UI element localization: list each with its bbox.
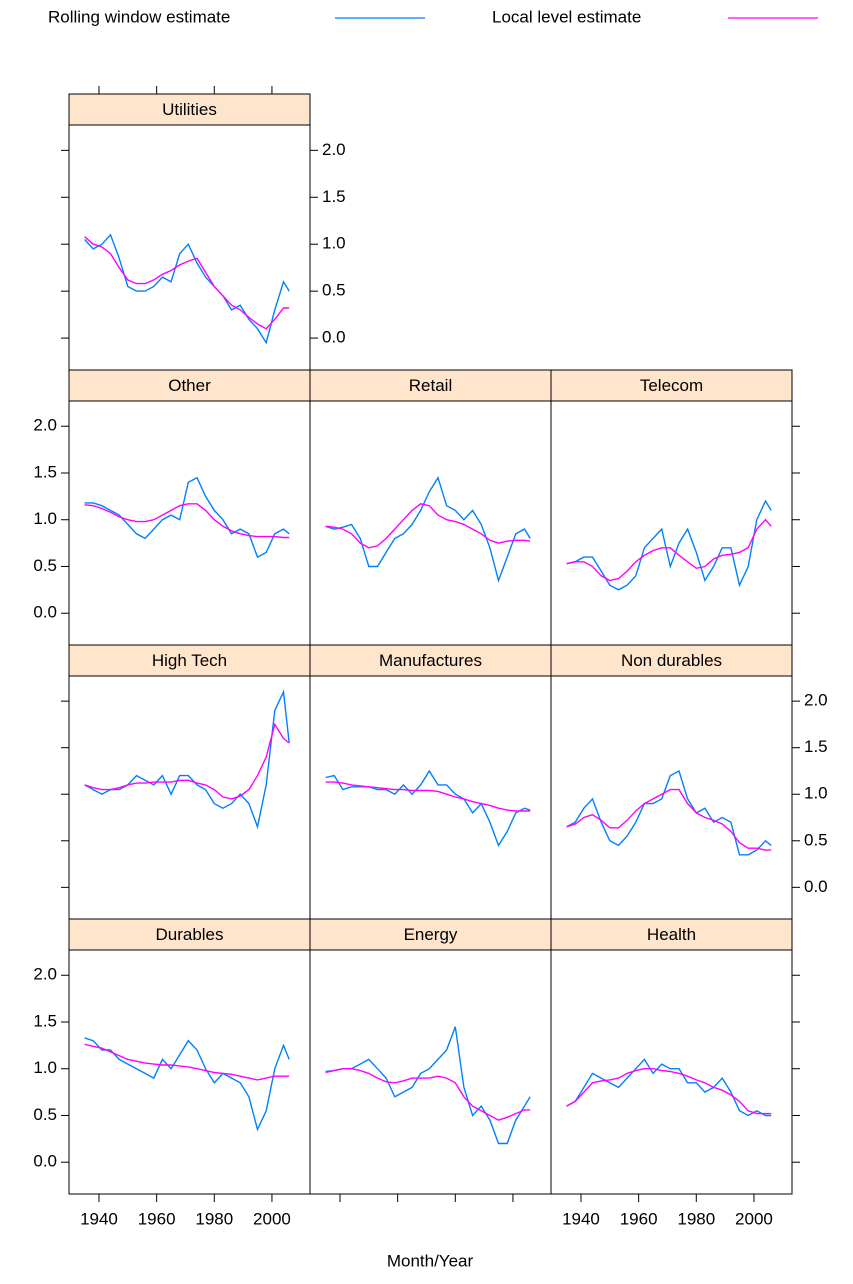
strip: [309, 369, 552, 402]
panel-title: High Tech: [152, 651, 227, 670]
y-tick-label: 2.0: [322, 140, 346, 159]
y-tick-label: 1.5: [33, 1011, 57, 1030]
legend-label: Rolling window estimate: [48, 7, 230, 26]
x-tick-label: 1940: [562, 1209, 600, 1228]
panel-frame: [309, 949, 552, 1195]
y-tick-label: 0.0: [33, 1152, 57, 1171]
y-tick-label: 0.5: [33, 556, 57, 575]
line: [84, 1037, 290, 1132]
y-tick-label: 0.0: [804, 877, 828, 896]
x-tick-label: 2000: [735, 1209, 773, 1228]
line: [566, 1058, 772, 1117]
panel-title: Manufactures: [379, 651, 482, 670]
line: [84, 1043, 290, 1081]
x-axis-label: Month/Year: [387, 1251, 474, 1270]
line: [325, 1068, 531, 1121]
y-tick-label: 2.0: [33, 965, 57, 984]
x-tick-label: 1940: [80, 1209, 118, 1228]
panel-frame: [309, 400, 552, 646]
panel-title: Non durables: [621, 651, 722, 670]
strip: [68, 93, 311, 126]
line: [566, 1068, 772, 1115]
x-tick-label: 1980: [195, 1209, 233, 1228]
line: [84, 233, 290, 345]
line: [566, 499, 772, 591]
line: [84, 236, 290, 330]
strip: [550, 644, 793, 677]
strip: [550, 369, 793, 402]
y-tick-label: 0.0: [33, 603, 57, 622]
panel-title: Health: [647, 925, 696, 944]
x-tick-label: 2000: [253, 1209, 291, 1228]
strip: [68, 369, 311, 402]
panel-title: Utilities: [162, 100, 217, 119]
panel-frame: [550, 675, 793, 920]
y-tick-label: 0.5: [322, 281, 346, 300]
line: [84, 503, 290, 539]
panel-frame: [68, 400, 311, 646]
y-tick-label: 0.5: [33, 1105, 57, 1124]
line: [84, 476, 290, 559]
strip: [309, 644, 552, 677]
panel-title: Retail: [409, 376, 452, 395]
panel-title: Telecom: [640, 376, 703, 395]
x-tick-label: 1980: [677, 1209, 715, 1228]
y-tick-label: 1.5: [322, 187, 346, 206]
line: [84, 722, 290, 800]
line: [325, 476, 531, 583]
line: [566, 769, 772, 856]
y-tick-label: 1.0: [322, 234, 346, 253]
y-tick-label: 1.0: [804, 784, 828, 803]
line: [325, 781, 531, 812]
y-tick-label: 1.5: [33, 462, 57, 481]
panel-frame: [550, 949, 793, 1195]
y-tick-label: 1.0: [33, 1058, 57, 1077]
legend-label: Local level estimate: [492, 7, 641, 26]
y-tick-label: 0.0: [322, 328, 346, 347]
line: [325, 1026, 531, 1145]
line: [566, 518, 772, 582]
x-tick-label: 1960: [138, 1209, 176, 1228]
y-tick-label: 0.5: [804, 830, 828, 849]
panel-title: Other: [168, 376, 211, 395]
panel-frame: [68, 675, 311, 920]
x-tick-label: 1960: [620, 1209, 658, 1228]
panel-title: Energy: [404, 925, 458, 944]
strip: [309, 918, 552, 951]
panel-frame: [309, 675, 552, 920]
line: [566, 788, 772, 851]
panel-title: Durables: [155, 925, 223, 944]
strip: [550, 918, 793, 951]
line: [325, 769, 531, 847]
y-tick-label: 1.0: [33, 509, 57, 528]
y-tick-label: 2.0: [804, 691, 828, 710]
y-tick-label: 1.5: [804, 737, 828, 756]
line: [325, 503, 531, 549]
line: [84, 689, 290, 830]
y-tick-label: 2.0: [33, 416, 57, 435]
